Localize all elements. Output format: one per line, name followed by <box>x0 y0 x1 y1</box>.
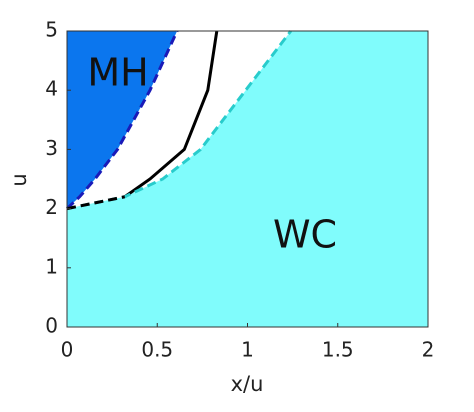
region-label: MH <box>87 51 148 95</box>
x-tick-label: 1.5 <box>322 338 354 362</box>
x-tick-label: 2 <box>422 338 435 362</box>
y-tick-label: 1 <box>45 254 58 278</box>
y-tick-label: 3 <box>45 136 58 160</box>
boundary-line <box>123 30 219 198</box>
x-tick-label: 0 <box>61 338 74 362</box>
y-tick-label: 4 <box>45 77 58 101</box>
region-fill <box>67 31 428 327</box>
y-tick-label: 0 <box>45 314 58 338</box>
boundary-line <box>66 195 126 211</box>
x-axis-label: x/u <box>231 372 264 396</box>
boundary-line <box>65 30 179 210</box>
region-label: WC <box>273 213 337 257</box>
y-tick-label: 2 <box>45 195 58 219</box>
region-fill <box>67 31 178 209</box>
x-tick-label: 1 <box>241 338 254 362</box>
y-axis-label: u <box>7 173 31 186</box>
x-tick-label: 0.5 <box>141 338 173 362</box>
y-tick-label: 5 <box>45 18 58 42</box>
